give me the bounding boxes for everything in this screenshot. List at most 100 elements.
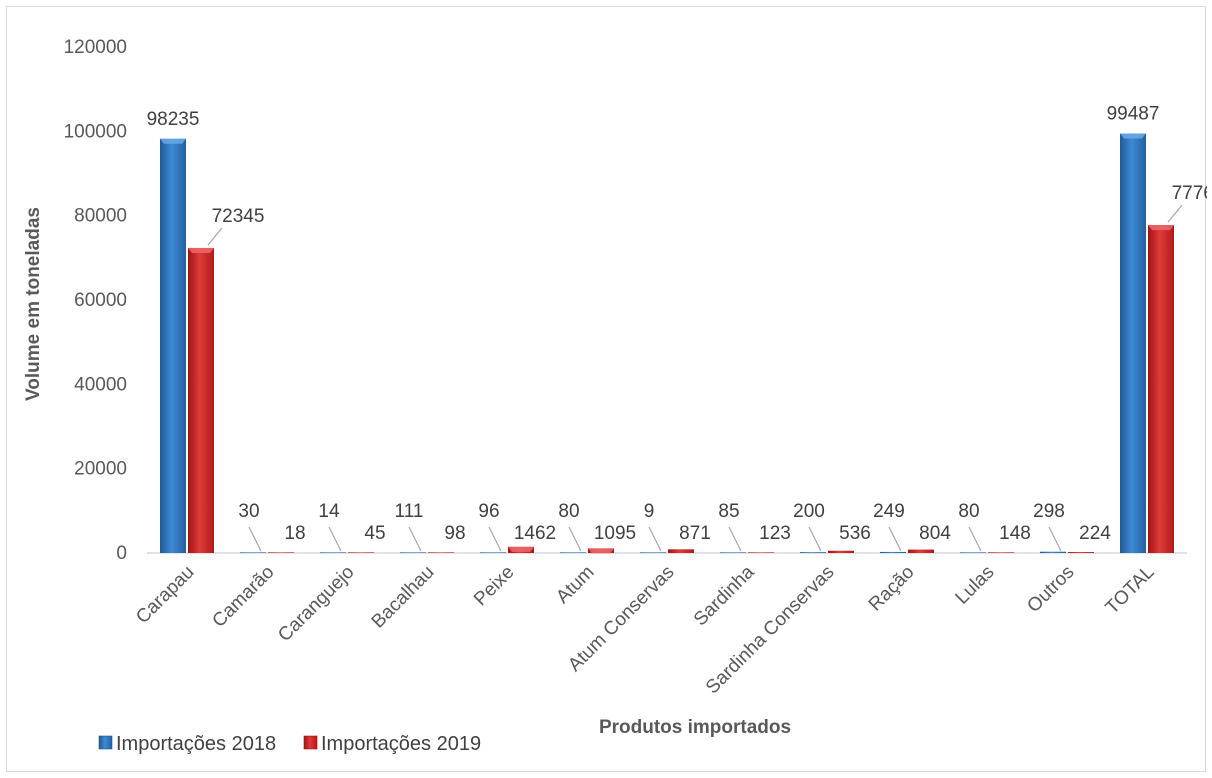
bar-2019 bbox=[668, 549, 694, 553]
bar-2019 bbox=[748, 552, 774, 553]
bar-2019 bbox=[988, 552, 1014, 553]
legend-label: Importações 2018 bbox=[116, 733, 276, 755]
data-label: 804 bbox=[919, 523, 951, 544]
bar-2018 bbox=[560, 552, 586, 553]
data-label: 80 bbox=[558, 501, 579, 522]
leader-line bbox=[207, 227, 223, 246]
y-tick-label: 60000 bbox=[74, 290, 127, 311]
category-label: Outros bbox=[1023, 562, 1078, 617]
bar-2018 bbox=[880, 551, 906, 553]
bar-2018 bbox=[1120, 133, 1146, 553]
bar-2018 bbox=[240, 552, 266, 553]
bar-2019 bbox=[268, 552, 294, 553]
leader-line bbox=[488, 526, 502, 552]
bar-2019 bbox=[828, 550, 854, 553]
data-label: 9 bbox=[644, 501, 655, 522]
bar-2019 bbox=[908, 549, 934, 553]
category-label: Sardinha bbox=[690, 561, 759, 630]
bar-2019 bbox=[1068, 552, 1094, 553]
leader-line bbox=[328, 526, 342, 552]
legend-swatch bbox=[98, 735, 113, 750]
chart-frame: 0 20000 40000 60000 80000 100000 120000 98235 7… bbox=[6, 6, 1207, 772]
data-label: 249 bbox=[873, 501, 905, 522]
data-label: 123 bbox=[759, 523, 791, 544]
bar-2018 bbox=[640, 552, 666, 553]
legend-swatch bbox=[303, 735, 318, 750]
leader-line bbox=[248, 526, 262, 552]
data-label: 72345 bbox=[212, 206, 265, 227]
category-label: Camarão bbox=[208, 562, 278, 632]
bar-bevel bbox=[1148, 225, 1174, 231]
y-axis-ticks: 0 20000 40000 60000 80000 100000 120000 bbox=[64, 37, 127, 564]
bar-bevel bbox=[1120, 133, 1146, 139]
category-label: Caranguejo bbox=[274, 562, 358, 646]
bars bbox=[160, 133, 1174, 554]
bar-2018 bbox=[480, 552, 506, 553]
leader-line bbox=[968, 526, 982, 552]
bar-2018 bbox=[1040, 551, 1066, 553]
bar-2019 bbox=[1148, 225, 1174, 554]
data-label: 98235 bbox=[147, 109, 200, 130]
bar-2018 bbox=[320, 552, 346, 553]
category-label: Atum bbox=[552, 562, 598, 608]
data-label: 18 bbox=[284, 523, 305, 544]
y-tick-label: 0 bbox=[116, 543, 127, 564]
bar-bevel bbox=[508, 546, 534, 552]
data-label: 99487 bbox=[1107, 103, 1160, 124]
leader-line bbox=[888, 526, 902, 552]
data-label: 224 bbox=[1079, 523, 1111, 544]
leader-line bbox=[648, 526, 662, 552]
bar-2018 bbox=[800, 552, 826, 553]
leader-lines bbox=[207, 204, 1183, 552]
category-label: Bacalhau bbox=[368, 562, 439, 633]
data-label: 96 bbox=[478, 501, 499, 522]
data-label: 200 bbox=[793, 501, 825, 522]
data-label: 45 bbox=[364, 523, 385, 544]
data-label: 77769 bbox=[1172, 183, 1207, 204]
bar-2019 bbox=[188, 247, 214, 553]
y-tick-label: 100000 bbox=[64, 121, 127, 142]
leader-line bbox=[728, 526, 742, 552]
bar-bevel bbox=[188, 247, 214, 253]
leader-line bbox=[808, 526, 822, 552]
data-label: 298 bbox=[1033, 501, 1065, 522]
leader-line bbox=[1167, 204, 1183, 223]
bar-2018 bbox=[960, 552, 986, 553]
category-label: Carapau bbox=[132, 562, 198, 628]
leader-line bbox=[408, 526, 422, 552]
y-tick-label: 80000 bbox=[74, 206, 127, 227]
legend: Importações 2018 Importações 2019 bbox=[98, 733, 481, 755]
category-label: TOTAL bbox=[1102, 562, 1159, 619]
category-label: Peixe bbox=[470, 562, 518, 610]
data-label: 1095 bbox=[594, 523, 636, 544]
data-label: 1462 bbox=[514, 523, 556, 544]
bar-2019 bbox=[348, 552, 374, 553]
y-tick-label: 40000 bbox=[74, 374, 127, 395]
bar-2018 bbox=[720, 552, 746, 553]
data-label: 148 bbox=[999, 523, 1031, 544]
legend-label: Importações 2019 bbox=[321, 733, 481, 755]
category-label: Ração bbox=[865, 562, 919, 616]
x-axis-title: Produtos importados bbox=[599, 717, 791, 738]
leader-line bbox=[568, 526, 582, 552]
data-label: 98 bbox=[444, 523, 465, 544]
data-label: 30 bbox=[238, 501, 259, 522]
bar-2018 bbox=[400, 552, 426, 553]
data-label: 111 bbox=[395, 501, 424, 522]
bar-bevel bbox=[160, 138, 186, 144]
data-labels: 9823572345301814451119896146280109598718… bbox=[147, 103, 1207, 544]
y-tick-label: 120000 bbox=[64, 37, 127, 58]
data-label: 80 bbox=[958, 501, 979, 522]
y-axis-title: Volume em toneladas bbox=[23, 207, 44, 401]
bar-2018 bbox=[160, 138, 186, 553]
data-label: 14 bbox=[318, 501, 340, 522]
bar-bevel bbox=[588, 548, 614, 554]
chart: 0 20000 40000 60000 80000 100000 120000 98235 7… bbox=[23, 37, 1207, 755]
bar-2019 bbox=[428, 552, 454, 553]
leader-line bbox=[1048, 526, 1062, 552]
category-label: Lulas bbox=[952, 562, 999, 609]
data-label: 85 bbox=[718, 501, 739, 522]
data-label: 871 bbox=[679, 523, 711, 544]
data-label: 536 bbox=[839, 523, 871, 544]
